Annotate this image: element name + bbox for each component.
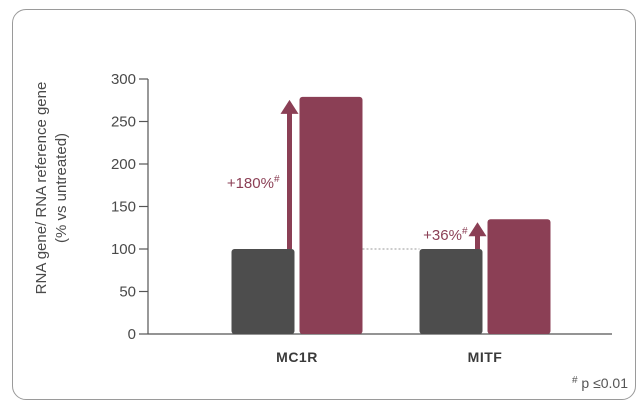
y-tick-label: 250: [111, 114, 136, 131]
y-tick-label: 150: [111, 199, 136, 216]
bars: [231, 96, 551, 334]
y-axis-label-line1: RNA gene/ RNA reference gene: [33, 82, 50, 295]
x-axis: MC1R MITF: [148, 333, 612, 365]
footnote-text: p ≤0.01: [581, 375, 628, 391]
y-axis: 0 50 100 150 200 250 300: [111, 71, 149, 343]
x-tick-label-mitf: MITF: [468, 349, 503, 365]
footnote-marker: #: [572, 375, 578, 386]
annotation-mitf: +36%#: [423, 226, 468, 244]
annotation-mc1r: +180%#: [227, 174, 280, 192]
increase-arrow-head-2: [468, 222, 487, 237]
y-tick-label: 200: [111, 156, 136, 173]
y-axis-label-line2: (% vs untreated): [53, 133, 70, 243]
annotations: +180%#+36%#: [227, 99, 487, 249]
bar-mc1r-series-1: [231, 249, 295, 334]
annotation-marker: #: [462, 226, 468, 237]
increase-arrow-shaft-2: [475, 234, 480, 249]
y-tick-label: 100: [111, 241, 136, 258]
annotation-marker: #: [274, 174, 280, 185]
annotation-value: +180%: [227, 175, 274, 192]
increase-arrow-shaft-1: [287, 111, 292, 249]
footnote: # p ≤0.01: [572, 370, 628, 391]
y-tick-label: 300: [111, 71, 136, 88]
x-tick-label-mc1r: MC1R: [276, 349, 318, 365]
y-tick-label: 50: [119, 284, 136, 301]
bar-mitf-series-1: [419, 249, 483, 334]
annotation-value: +36%: [423, 227, 462, 244]
bar-mc1r-series-2: [299, 96, 363, 334]
y-tick-label: 0: [128, 326, 136, 343]
bar-mitf-series-2: [487, 219, 551, 334]
increase-arrow-head-1: [280, 99, 299, 114]
